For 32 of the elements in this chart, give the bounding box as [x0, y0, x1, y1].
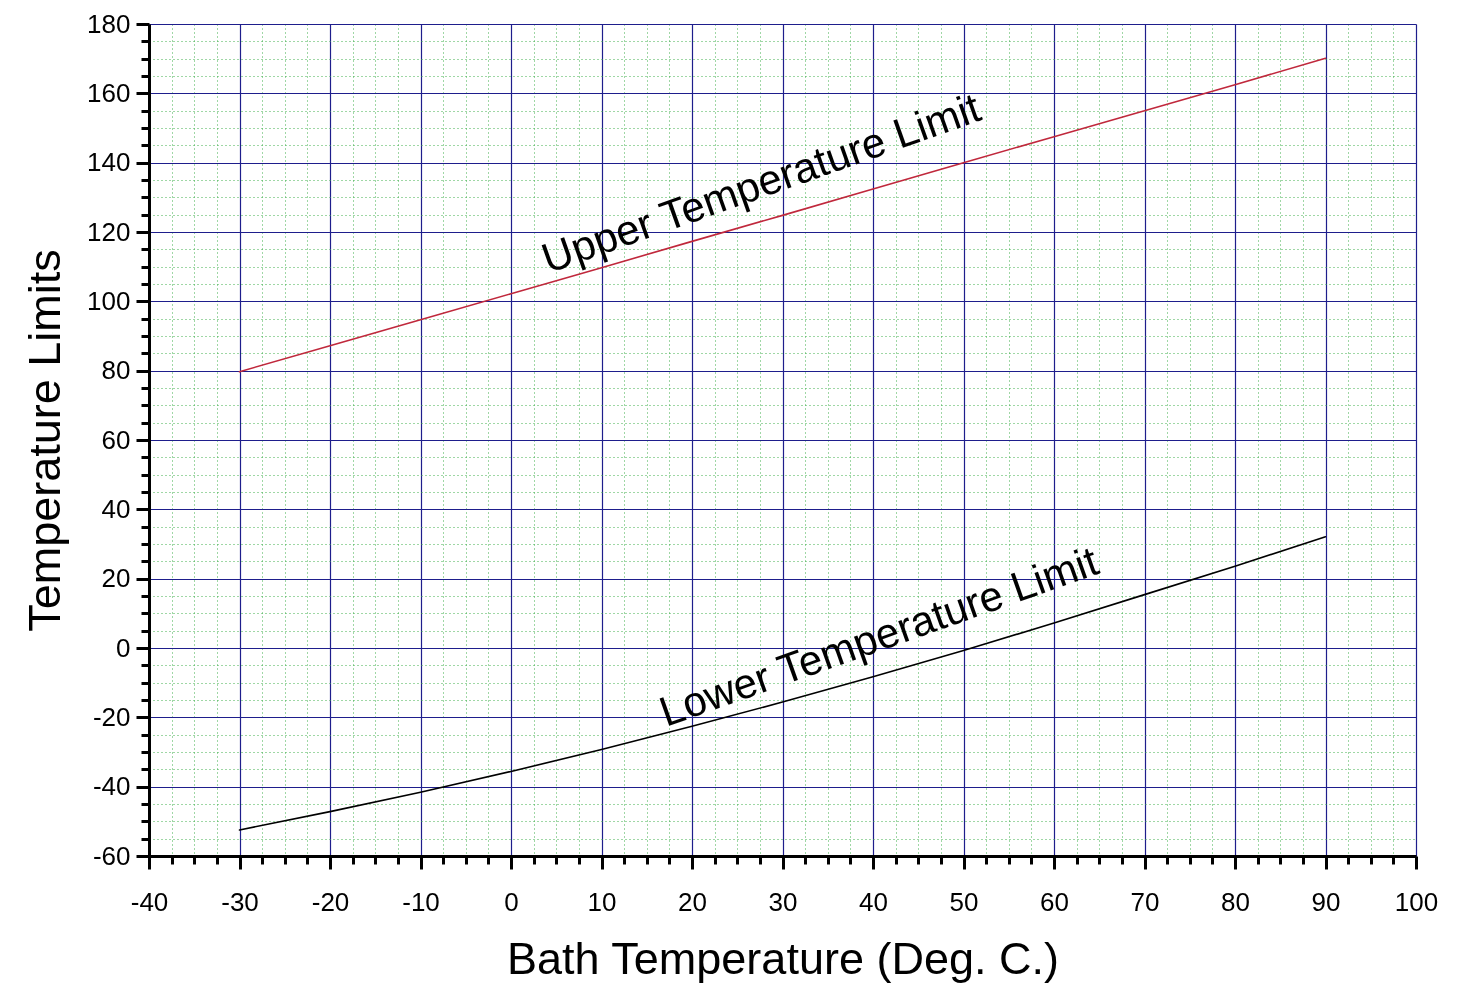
y-tick-label: 160 — [87, 77, 131, 108]
y-tick-label: -20 — [92, 701, 131, 732]
x-tick-label: -30 — [221, 886, 259, 917]
x-tick-label: 100 — [1394, 886, 1439, 917]
x-tick-label: 30 — [768, 886, 798, 917]
x-tick-label: 40 — [859, 886, 888, 917]
y-tick-label: -60 — [92, 840, 131, 871]
y-tick-label: -40 — [92, 771, 131, 802]
y-axis-title: Temperature Limits — [19, 249, 71, 632]
x-tick-label: 20 — [678, 886, 707, 917]
y-tick-label: 80 — [101, 355, 131, 386]
x-tick-label: 80 — [1221, 886, 1250, 917]
y-tick-label: 100 — [87, 285, 131, 316]
y-tick-label: 180 — [87, 8, 131, 39]
x-tick-label: -10 — [402, 886, 440, 917]
x-tick-label: 50 — [949, 886, 979, 917]
y-tick-label: 120 — [87, 216, 131, 247]
line-series — [238, 535, 1327, 831]
y-tick-label: 40 — [101, 493, 131, 524]
y-tick-label: 60 — [101, 424, 131, 455]
y-tick-label: 0 — [116, 632, 131, 663]
x-tick-label: -40 — [130, 886, 169, 917]
x-axis-title: Bath Temperature (Deg. C.) — [507, 932, 1059, 984]
line-series — [238, 57, 1327, 373]
y-tick-label: 20 — [101, 563, 131, 594]
x-tick-label: -20 — [311, 886, 350, 917]
y-tick-label: 140 — [87, 147, 131, 178]
x-tick-label: 90 — [1311, 886, 1341, 917]
x-tick-label: 0 — [504, 886, 519, 917]
x-tick-label: 70 — [1130, 886, 1160, 917]
x-tick-label: 60 — [1040, 886, 1069, 917]
x-tick-label: 10 — [587, 886, 617, 917]
